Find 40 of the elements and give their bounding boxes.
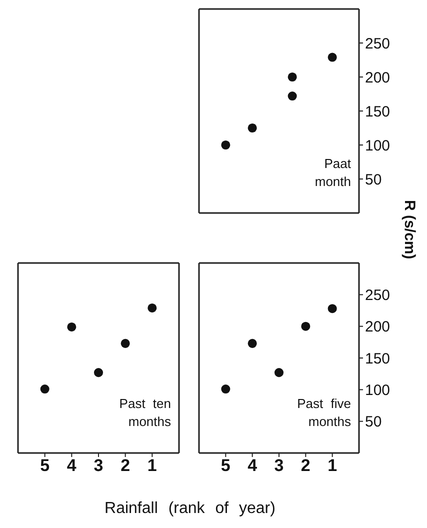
y-tick-label: 250 [365, 286, 390, 304]
point [40, 384, 50, 394]
x-tick-label: 4 [66, 456, 77, 476]
point [248, 123, 257, 133]
point [301, 322, 310, 331]
y-tick-label: 250 [365, 35, 390, 52]
x-tick-label: 4 [248, 456, 258, 476]
x-tick-label: 3 [274, 456, 284, 476]
y-tick-label: 200 [365, 318, 390, 336]
point [328, 52, 337, 62]
point [248, 338, 257, 348]
point [328, 304, 337, 314]
x-tick-label: 1 [328, 456, 338, 476]
y-tick-label: 50 [365, 414, 382, 431]
point [94, 368, 104, 378]
x-tick-label: 2 [120, 456, 130, 476]
y-tick-label: 150 [365, 350, 390, 368]
point [67, 322, 76, 332]
point [120, 338, 130, 348]
y-tick-label: 100 [365, 137, 390, 154]
y-tick-label: 150 [365, 103, 390, 120]
point [221, 140, 230, 150]
x-tick-label: 5 [40, 456, 50, 476]
point [288, 72, 297, 82]
y-axis-title: R (s/cm) [401, 200, 418, 260]
y-tick-label: 50 [365, 171, 382, 188]
x-tick-label: 5 [220, 456, 230, 476]
x-tick-label: 3 [94, 456, 104, 476]
point [148, 303, 157, 312]
annotation: Past ten months [118, 395, 171, 431]
x-tick-label: 2 [300, 456, 310, 476]
point [274, 368, 284, 378]
x-tick-label: 1 [147, 456, 157, 476]
y-tick-label: 100 [365, 382, 390, 399]
point [288, 92, 297, 101]
annotation: Paat month [314, 155, 351, 191]
x-axis-title: Rainfall (rank of year) [104, 500, 276, 518]
y-tick-label: 200 [365, 69, 390, 86]
annotation: Past five months [296, 395, 351, 431]
point [221, 384, 230, 394]
